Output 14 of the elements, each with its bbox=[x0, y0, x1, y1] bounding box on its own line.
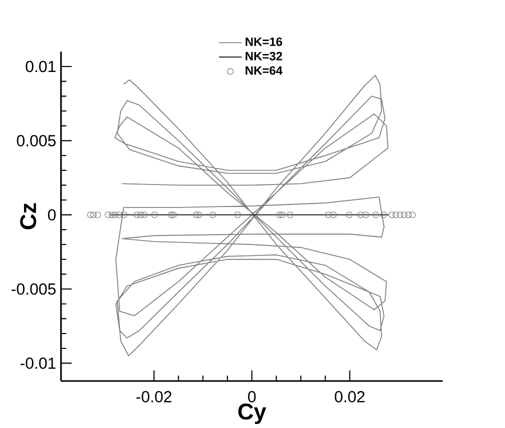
y-axis-title: Cz bbox=[20, 203, 36, 230]
line-series bbox=[114, 74, 388, 356]
x-axis-title: Cy bbox=[238, 404, 266, 424]
x-tick-label: 0.02 bbox=[334, 391, 365, 402]
legend-label: NK=64 bbox=[246, 66, 282, 75]
y-tick-label: 0.005 bbox=[16, 135, 56, 146]
y-tick-label: 0 bbox=[48, 209, 56, 220]
legend-label: NK=16 bbox=[246, 37, 282, 46]
x-tick-label: 0 bbox=[248, 391, 256, 402]
legend-label: NK=32 bbox=[246, 52, 282, 60]
y-tick-label: 0.01 bbox=[26, 60, 56, 72]
x-tick-label: -0.02 bbox=[136, 391, 172, 402]
y-tick-label: -0.005 bbox=[12, 283, 56, 295]
y-tick-label: -0.01 bbox=[20, 358, 56, 369]
